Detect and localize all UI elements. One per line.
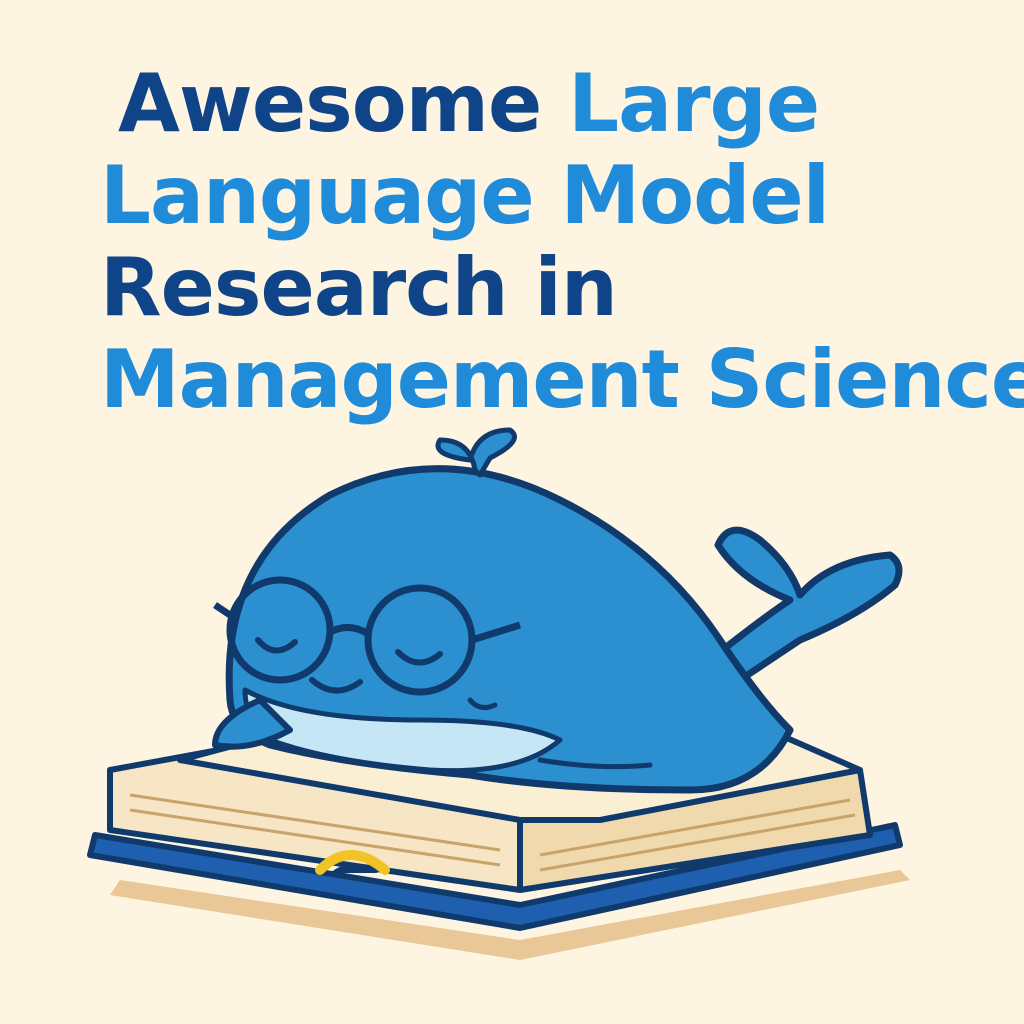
- whale-belly: [242, 687, 563, 774]
- glasses-icon: [213, 576, 522, 696]
- whale-flipper-icon: [212, 697, 293, 750]
- title-line-1: Awesome Large: [118, 57, 820, 150]
- book-page-lines: [129, 793, 856, 872]
- closed-eyes-icon: [255, 637, 443, 666]
- title-word-large: Large: [568, 57, 820, 150]
- whale-smile: [309, 677, 363, 694]
- bookmark-icon: [315, 850, 390, 875]
- title-line-2: Language Model: [100, 149, 830, 242]
- book-cover-icon: [87, 822, 903, 931]
- water-spout-icon: [435, 427, 517, 478]
- title-word-awesome: Awesome: [118, 57, 542, 150]
- whale-tail-icon: [706, 526, 903, 684]
- book-shadow: [110, 870, 910, 960]
- title-line-4: Management Science: [100, 333, 1024, 426]
- title-line-3: Research in: [100, 241, 618, 334]
